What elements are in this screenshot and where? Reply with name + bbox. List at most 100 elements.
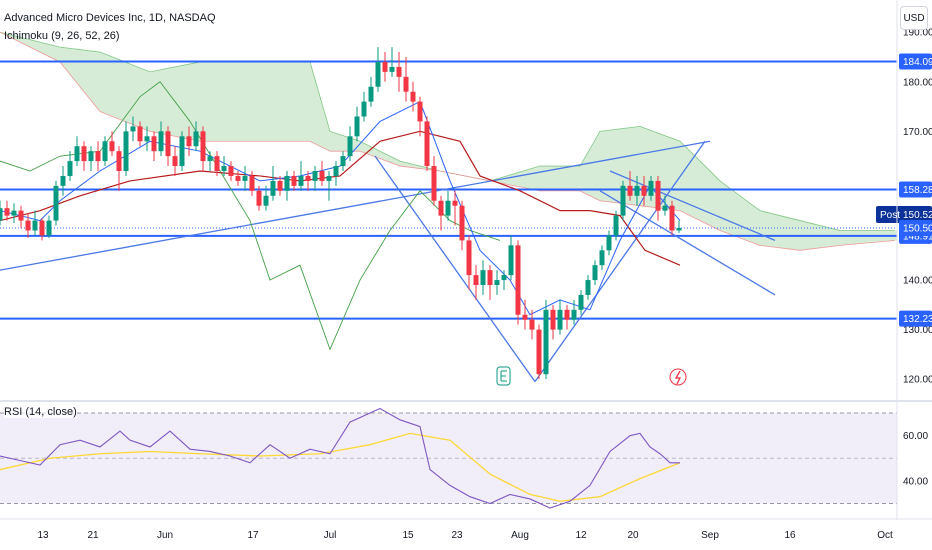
cloud-segment — [297, 61, 300, 142]
rsi-line — [0, 407, 680, 509]
candle-body — [501, 275, 507, 281]
currency-button[interactable]: USD — [900, 6, 928, 30]
last-label: 150.50 — [903, 224, 932, 235]
candle-body — [396, 66, 402, 77]
candle-body — [11, 210, 17, 216]
cloud-segment — [219, 61, 222, 142]
candle-body — [347, 136, 353, 157]
candle-body — [81, 146, 87, 162]
cloud-segment — [84, 50, 87, 96]
cloud-segment — [222, 61, 225, 142]
price-pane[interactable] — [0, 31, 897, 386]
cloud-segment — [690, 151, 693, 218]
candle-body — [151, 136, 157, 152]
cloud-segment — [216, 61, 219, 142]
time-axis[interactable]: 13 21 Jun 17 Jul 15 23 Aug 12 20 Sep 16 Oct — [37, 530, 893, 541]
cloud-segment — [387, 154, 390, 163]
cloud-segment — [399, 160, 402, 167]
cloud-segment — [129, 63, 132, 125]
candle-body — [74, 146, 80, 162]
rsi-tick-label: 60.00 — [903, 431, 928, 442]
cloud-segment — [846, 230, 849, 245]
cloud-segment — [120, 59, 123, 121]
cloud-segment — [615, 129, 618, 203]
cloud-segment — [609, 129, 612, 203]
cloud-segment — [114, 57, 117, 119]
cloud-segment — [576, 166, 579, 191]
candle-body — [655, 180, 661, 211]
trendline — [534, 140, 706, 383]
candle-body — [200, 131, 206, 162]
cloud-segment — [777, 214, 780, 248]
cloud-segment — [186, 64, 189, 140]
time-tick-label: 23 — [451, 530, 463, 541]
candle-body — [557, 309, 563, 330]
candle-body — [431, 166, 437, 201]
cloud-segment — [177, 65, 180, 138]
candle-body — [543, 309, 549, 375]
cloud-segment — [774, 214, 777, 248]
candle-body — [676, 228, 682, 231]
candle-body — [319, 171, 325, 181]
cloud-segment — [309, 61, 312, 143]
rsi-tick-label: 40.00 — [903, 476, 928, 487]
cloud-segment — [372, 147, 375, 157]
candle-body — [480, 270, 486, 286]
cloud-segment — [81, 49, 84, 92]
cloud-segment — [63, 47, 66, 70]
cloud-segment — [708, 169, 711, 227]
candle-body — [473, 275, 479, 286]
time-tick-label: 20 — [627, 530, 639, 541]
cloud-segment — [108, 55, 111, 116]
cloud-segment — [30, 39, 33, 49]
candle-body — [88, 151, 94, 162]
price-axis[interactable]: 120.00 130.00 140.00 170.00 180.00 190.00 184.… — [876, 28, 932, 488]
cloud-segment — [768, 212, 771, 247]
candle-body — [522, 314, 528, 320]
cloud-segment — [21, 37, 24, 45]
cloud-segment — [405, 162, 408, 168]
cloud-segment — [48, 44, 51, 58]
price-tick-label: 170.00 — [903, 127, 932, 138]
earnings-marker — [496, 366, 511, 386]
candle-body — [221, 166, 227, 172]
candle-body — [235, 175, 241, 181]
cloud-segment — [324, 110, 327, 150]
cloud-segment — [744, 198, 747, 241]
cloud-segment — [123, 61, 126, 122]
candle-body — [53, 185, 59, 221]
cloud-segment — [378, 150, 381, 159]
cloud-segment — [276, 61, 279, 142]
ichimoku-legend[interactable]: Ichimoku (9, 26, 52, 26) — [4, 30, 120, 42]
ichimoku-cloud — [0, 32, 897, 251]
cloud-segment — [861, 230, 864, 244]
candle-body — [46, 220, 52, 236]
trendline — [0, 140, 711, 271]
candle-body — [599, 250, 605, 266]
candle-body — [452, 200, 458, 206]
cloud-segment — [543, 166, 546, 191]
cloud-segment — [93, 51, 96, 107]
cloud-segment — [546, 166, 549, 191]
cloud-segment — [165, 68, 168, 135]
candle-body — [179, 136, 185, 167]
post-label: Post — [880, 210, 900, 221]
candle-body — [172, 156, 178, 167]
tenkan-sen — [0, 100, 681, 316]
price-tick-label: 140.00 — [903, 276, 932, 287]
cloud-segment — [180, 65, 183, 138]
cloud-segment — [402, 161, 405, 167]
candles — [0, 47, 682, 380]
rsi-legend[interactable]: RSI (14, close) — [4, 406, 77, 418]
cloud-segment — [558, 166, 561, 191]
cloud-segment — [600, 130, 603, 202]
cloud-segment — [702, 163, 705, 224]
cloud-segment — [552, 166, 555, 191]
candle-body — [39, 220, 45, 236]
rsi-pane[interactable] — [0, 407, 897, 509]
candle-body — [375, 61, 381, 87]
dividend-icon — [669, 368, 687, 386]
cloud-segment — [519, 171, 522, 188]
cloud-segment — [375, 148, 378, 158]
